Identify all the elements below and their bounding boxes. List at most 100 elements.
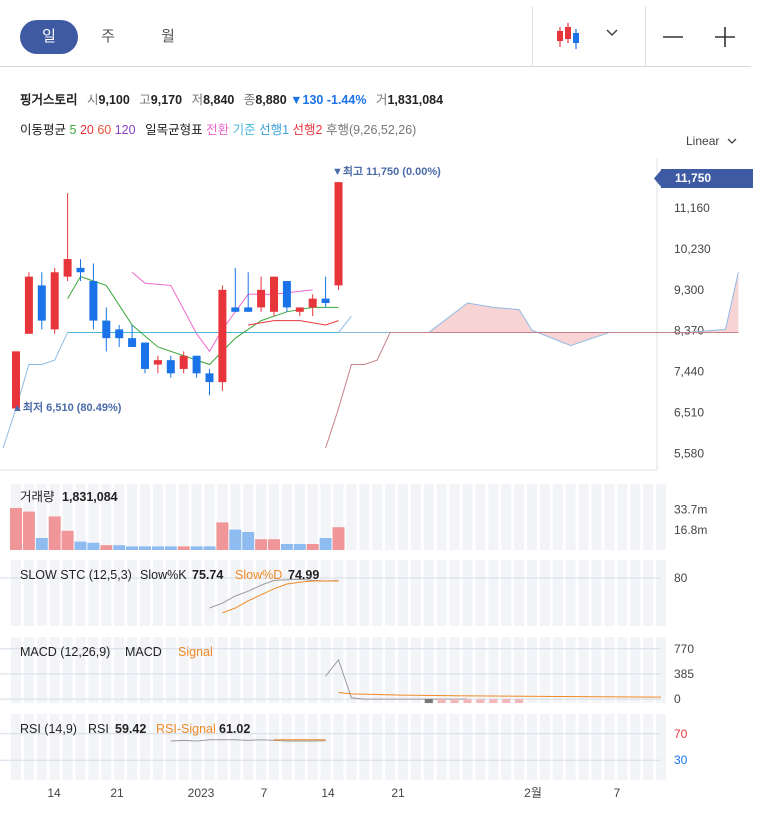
- zoom-in-icon[interactable]: [714, 26, 736, 48]
- volume-panel-stripe: [591, 484, 602, 550]
- rsi-panel-stripe: [140, 714, 150, 780]
- volume-panel-stripe: [36, 484, 47, 550]
- macd-panel-stripe: [294, 637, 305, 703]
- macd-panel-stripe: [527, 637, 537, 703]
- stc-panel-stripe: [359, 560, 370, 626]
- rsi-panel-stripe: [372, 714, 383, 780]
- rsi-panel-y-tick: 70: [674, 727, 688, 741]
- stc-panel-stripe: [630, 560, 641, 626]
- rsi-panel-stripe: [152, 714, 163, 780]
- ichimoku-lead2-line: [325, 331, 739, 449]
- candle-body: [192, 355, 201, 374]
- volume-panel-stripe: [346, 484, 357, 550]
- candle-body: [270, 276, 278, 312]
- zoom-out-icon[interactable]: [662, 26, 684, 48]
- open-value: 9,100: [98, 93, 130, 107]
- volume-bar: [293, 544, 306, 550]
- stc-panel-stripe: [385, 560, 396, 626]
- stc-panel-stripe: [372, 560, 383, 626]
- period-weekly-tab[interactable]: 주: [101, 28, 115, 45]
- period-monthly-tab[interactable]: 월: [161, 28, 175, 45]
- volume-panel-stripe: [127, 484, 138, 550]
- volume-panel-stripe: [256, 484, 267, 550]
- rsi-panel-stripe: [656, 714, 666, 780]
- stc-panel-stripe: [62, 560, 73, 626]
- volume-bar: [280, 544, 293, 550]
- candle-body: [231, 307, 240, 312]
- volume-panel-stripe: [423, 484, 434, 550]
- stc-panel-stripe: [11, 560, 21, 626]
- rsi-panel-stripe: [217, 714, 228, 780]
- macd-panel-stripe: [256, 637, 267, 703]
- price-y-tick: 7,440: [674, 365, 704, 379]
- stc-panel-y-tick: 80: [674, 571, 688, 585]
- rsi-line: [170, 739, 326, 742]
- volume-panel-stripe: [307, 484, 318, 550]
- ichimoku-past-lead1: [2, 315, 352, 449]
- volume-bar: [306, 544, 319, 550]
- macd-panel-stripe: [565, 637, 576, 703]
- price-y-tick: 8,370: [674, 324, 704, 338]
- macd-panel-stripe: [346, 637, 357, 703]
- ma20-label: 20: [79, 123, 94, 137]
- volume-panel-stripe: [630, 484, 641, 550]
- candle-body: [89, 281, 98, 321]
- rsi-panel-stripe: [256, 714, 267, 780]
- volume-panel-stripe: [152, 484, 163, 550]
- volume-panel-stripe: [333, 484, 344, 550]
- stc-panel-stripe: [656, 560, 666, 626]
- volume-panel-stripe: [269, 484, 279, 550]
- stc-panel-stripe: [462, 560, 473, 626]
- ma-label[interactable]: 이동평균: [20, 123, 67, 137]
- candle-body: [12, 351, 20, 409]
- volume-panel-stripe: [604, 484, 615, 550]
- rsi-panel-stripe: [359, 714, 370, 780]
- rsi-panel-stripe: [230, 714, 241, 780]
- candle-body: [76, 267, 85, 273]
- stc-panel-stripe: [475, 560, 486, 626]
- ichimoku-label[interactable]: 일목균형표: [145, 123, 203, 137]
- x-axis-tick: 14: [47, 786, 61, 800]
- macd-panel-stripe: [230, 637, 241, 703]
- scale-selector[interactable]: Linear: [686, 134, 737, 148]
- volume-panel-stripe: [294, 484, 305, 550]
- ichimoku-cloud: [312, 272, 739, 346]
- macd-panel-stripe: [127, 637, 138, 703]
- macd-panel-stripe: [152, 637, 163, 703]
- macd-histogram-bar: [437, 699, 446, 704]
- volume-panel-stripe: [410, 484, 421, 550]
- candle-body: [334, 182, 343, 286]
- stc-panel-stripe: [488, 560, 499, 626]
- ichimoku-lead1-line: [312, 272, 739, 347]
- close-value: 8,880: [255, 93, 287, 107]
- volume-panel-stripe: [552, 484, 563, 550]
- stc-panel-stripe: [49, 560, 60, 626]
- rsi-signal-label: RSI-Signal: [156, 722, 216, 736]
- volume-bar: [22, 511, 35, 550]
- rsi-panel-stripe: [307, 714, 318, 780]
- volume-panel-stripe: [230, 484, 241, 550]
- price-y-tick: 11,160: [674, 201, 710, 215]
- period-daily-tab[interactable]: 일: [20, 20, 78, 54]
- macd-panel-y-tick: 0: [674, 692, 681, 706]
- rsi-panel-stripe: [191, 714, 202, 780]
- chart-type-button[interactable]: [550, 18, 626, 54]
- stc-panel-stripe: [449, 560, 460, 626]
- rsi-panel-stripe: [101, 714, 112, 780]
- macd-panel-stripe: [617, 637, 628, 703]
- volume-bar: [100, 545, 113, 550]
- candle-body: [153, 360, 162, 365]
- stc-panel-stripe: [191, 560, 202, 626]
- volume-panel-stripe: [204, 484, 215, 550]
- rsi-panel-stripe: [320, 714, 331, 780]
- close-label: 종: [243, 93, 256, 107]
- volume-panel-stripe: [88, 484, 99, 550]
- candle-body: [141, 342, 149, 369]
- ichimoku-lagging-label: 후행(9,26,52,26): [325, 123, 417, 137]
- volume-panel-stripe: [449, 484, 460, 550]
- stc-panel-stripe: [165, 560, 176, 626]
- macd-panel-stripe: [630, 637, 641, 703]
- macd-label: MACD: [125, 645, 162, 659]
- volume-panel-stripe: [165, 484, 176, 550]
